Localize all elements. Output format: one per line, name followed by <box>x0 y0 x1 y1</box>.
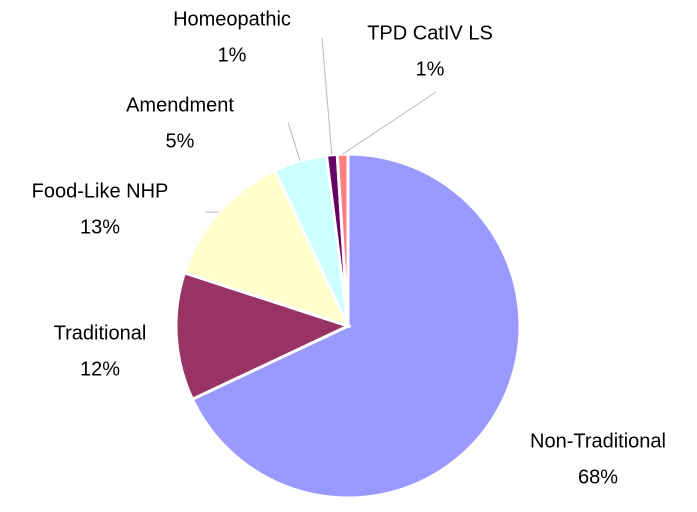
slice-label: Food-Like NHP <box>32 180 169 202</box>
pie-slice <box>190 152 522 500</box>
leader-line <box>287 121 301 161</box>
slice-label: TPD CatIV LS <box>367 22 493 44</box>
slice-value-label: 1% <box>218 44 247 66</box>
slice-value-label: 5% <box>166 130 195 152</box>
slice-value-label: 1% <box>416 58 445 80</box>
pie-slice <box>182 168 351 329</box>
slice-label: Amendment <box>126 94 234 116</box>
slice-value-label: 12% <box>80 358 120 380</box>
slice-label: Non-Traditional <box>530 430 666 452</box>
leader-line <box>321 37 333 155</box>
pie-slice <box>174 270 353 402</box>
slice-value-label: 68% <box>578 466 618 488</box>
leader-line <box>342 91 437 155</box>
slice-label: Homeopathic <box>173 8 291 30</box>
slice-value-label: 13% <box>80 216 120 238</box>
slice-label: Traditional <box>54 322 147 344</box>
